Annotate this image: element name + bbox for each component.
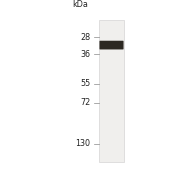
Text: kDa: kDa bbox=[73, 0, 88, 9]
Text: 130: 130 bbox=[75, 139, 90, 148]
Text: 55: 55 bbox=[80, 79, 90, 88]
Text: 36: 36 bbox=[80, 50, 90, 59]
Bar bbox=[99, 20, 124, 162]
Text: 28: 28 bbox=[80, 32, 90, 42]
Text: 72: 72 bbox=[80, 98, 90, 107]
FancyBboxPatch shape bbox=[99, 41, 124, 50]
